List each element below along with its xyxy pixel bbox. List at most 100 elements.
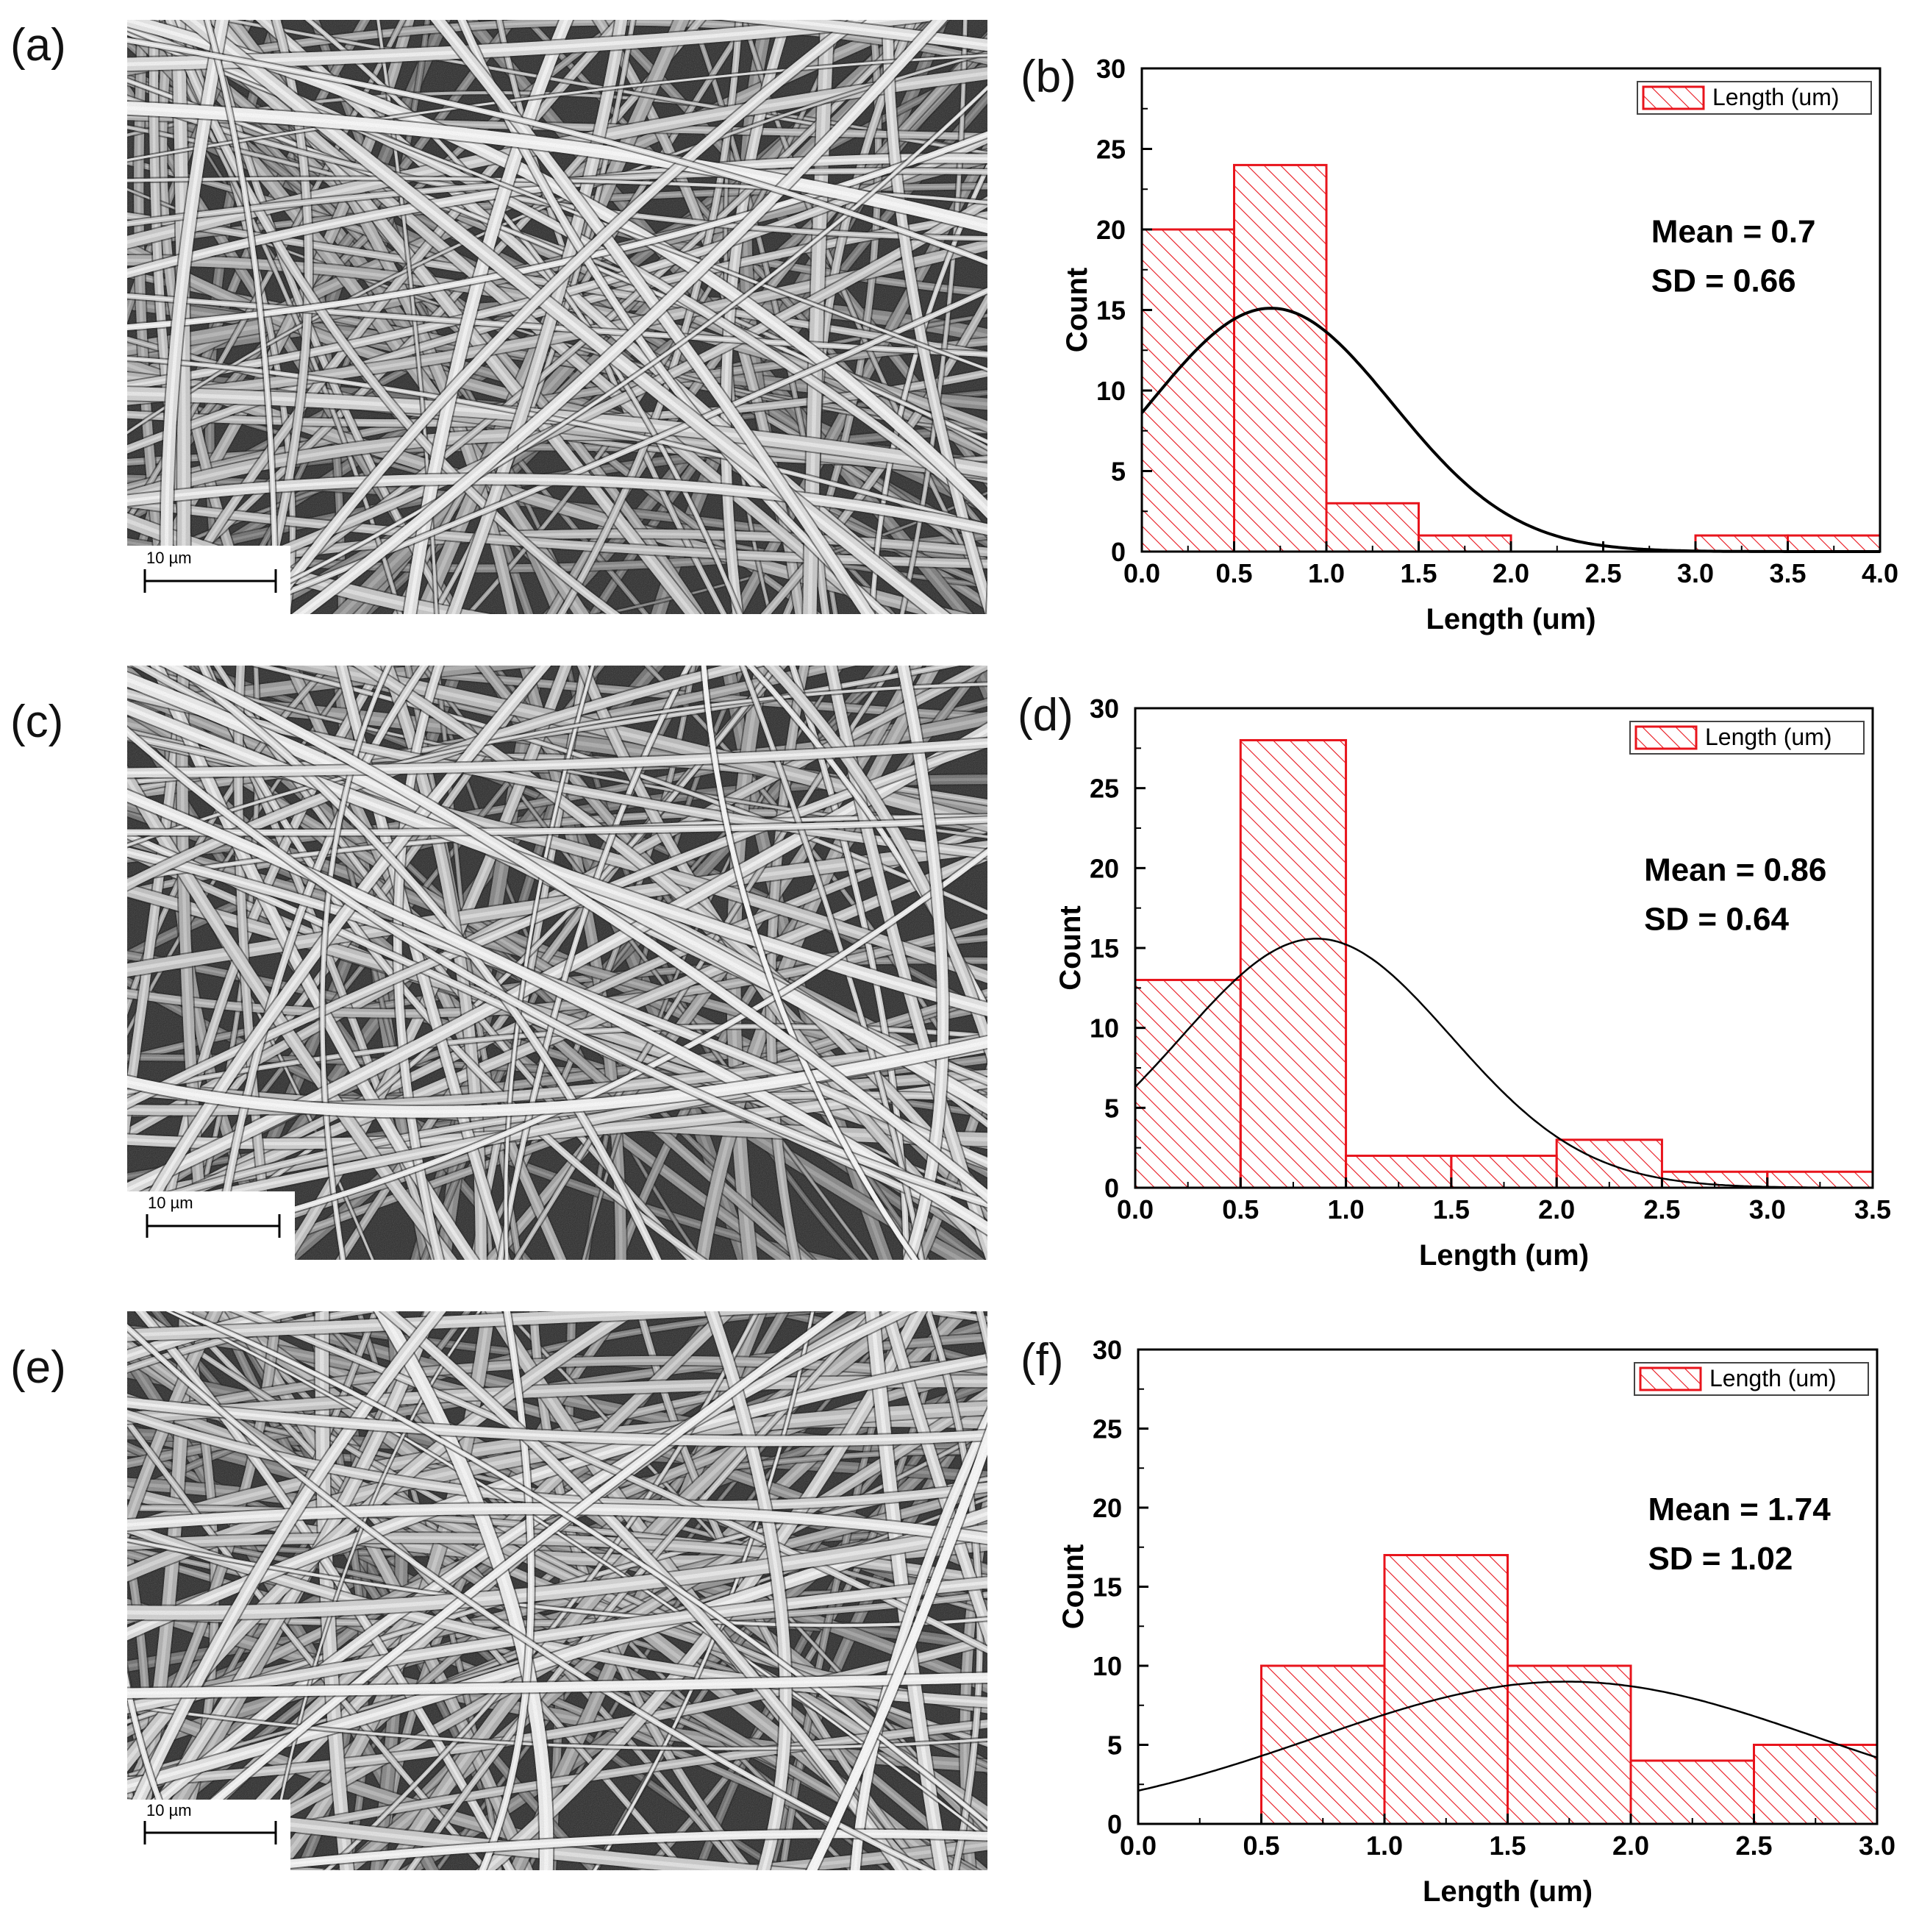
x-tick-label: 3.0	[1677, 558, 1714, 588]
normal-fit-curve	[1134, 938, 1873, 1189]
x-tick-label: 2.5	[1584, 558, 1621, 588]
y-tick-label: 15	[1093, 1572, 1122, 1603]
x-tick-label: 1.5	[1400, 558, 1437, 588]
x-tick-label: 0.0	[1123, 558, 1160, 588]
mean-label: Mean = 0.86	[1644, 852, 1826, 888]
scale-bar-a: 10 µm	[127, 546, 290, 614]
sd-label: SD = 0.66	[1651, 263, 1796, 299]
x-axis: 0.0 0.5 1.0 1.5 2.0 2.5 3.0 3.5 4.0	[1123, 541, 1898, 588]
y-tick-label: 30	[1090, 694, 1119, 724]
y-tick-label: 15	[1090, 933, 1119, 963]
x-tick-label: 2.0	[1538, 1194, 1575, 1225]
sd-label: SD = 0.64	[1644, 902, 1789, 938]
y-axis-label: Count	[1054, 905, 1087, 991]
legend-label: Length (um)	[1709, 1365, 1837, 1391]
x-axis: 0.0 0.5 1.0 1.5 2.0 2.5 3.0 3.5	[1117, 1177, 1891, 1225]
panel-label-c: (c)	[10, 696, 63, 747]
sem-image-c	[127, 666, 987, 1260]
histogram-b: (b) 0 5 10 15 20 25 30 0.0 0.5 1.0 1.5 2.0 2.5 3.0 3.5 4…	[1021, 51, 1898, 635]
x-tick-label: 0.5	[1243, 1831, 1279, 1861]
legend-label: Length (um)	[1712, 84, 1840, 110]
y-tick-label: 0	[1104, 1173, 1119, 1203]
panel-label-e: (e)	[10, 1342, 66, 1393]
legend-swatch	[1642, 85, 1705, 110]
stats-annotation: Mean = 0.86 SD = 0.64	[1644, 852, 1826, 938]
y-tick-label: 30	[1093, 1335, 1122, 1365]
y-tick-label: 0	[1107, 1809, 1122, 1839]
histogram-bar	[1507, 1664, 1632, 1825]
y-axis-label: Count	[1057, 1544, 1090, 1630]
x-tick-label: 0.0	[1117, 1194, 1154, 1225]
legend-swatch	[1639, 1366, 1702, 1391]
x-tick-label: 4.0	[1862, 558, 1898, 588]
x-tick-label: 0.5	[1215, 558, 1252, 588]
sd-label: SD = 1.02	[1648, 1541, 1793, 1577]
y-tick-label: 5	[1104, 1093, 1119, 1123]
scale-bar-e: 10 µm	[127, 1800, 290, 1870]
y-tick-label: 10	[1090, 1013, 1119, 1044]
y-tick-label: 25	[1090, 774, 1119, 804]
stats-annotation: Mean = 1.74 SD = 1.02	[1648, 1491, 1831, 1577]
x-axis: 0.0 0.5 1.0 1.5 2.0 2.5 3.0	[1120, 1814, 1895, 1861]
x-axis-label: Length (um)	[1426, 603, 1595, 635]
y-tick-label: 15	[1096, 296, 1126, 326]
y-tick-label: 25	[1096, 135, 1126, 165]
y-axis: 0 5 10 15 20 25 30	[1090, 694, 1146, 1203]
bars	[1260, 1554, 1879, 1825]
y-axis-label: Count	[1061, 268, 1093, 353]
x-tick-label: 2.0	[1493, 558, 1529, 588]
x-tick-label: 0.5	[1222, 1194, 1259, 1225]
x-tick-label: 2.5	[1735, 1831, 1772, 1861]
x-axis-label: Length (um)	[1423, 1875, 1593, 1908]
y-tick-label: 5	[1107, 1730, 1122, 1761]
histogram-bar	[1134, 978, 1242, 1189]
y-tick-label: 0	[1111, 537, 1126, 567]
y-axis: 0 5 10 15 20 25 30	[1096, 54, 1152, 567]
histogram-d: (d) 0 5 10 15 20 25 30 0.0 0.5 1.0 1.5 2.0 2.5 3.0 3.5 L…	[1018, 690, 1891, 1272]
histogram-bar	[1140, 228, 1235, 553]
scale-bar-label-a: 10 µm	[146, 549, 192, 567]
sem-grain	[127, 20, 987, 614]
micrograph-panel-c: (c) 10 µm	[10, 666, 987, 1260]
bars	[1134, 738, 1874, 1189]
histogram-bar	[1239, 738, 1348, 1189]
x-tick-label: 3.0	[1749, 1194, 1786, 1225]
x-axis-label: Length (um)	[1419, 1239, 1589, 1272]
scale-bar-label-e: 10 µm	[146, 1801, 192, 1819]
histogram-bar	[1260, 1664, 1386, 1825]
x-tick-label: 1.0	[1308, 558, 1345, 588]
y-tick-label: 30	[1096, 54, 1126, 84]
y-tick-label: 20	[1093, 1493, 1122, 1523]
y-tick-label: 5	[1111, 457, 1126, 487]
normal-fit-curve	[1137, 1680, 1878, 1792]
legend: Length (um)	[1634, 1362, 1869, 1396]
y-tick-label: 10	[1093, 1651, 1122, 1681]
histogram-bar	[1629, 1759, 1755, 1825]
sem-grain	[127, 666, 987, 1260]
micrograph-panel-a: (a) 10 µm	[10, 20, 987, 614]
x-tick-label: 2.5	[1643, 1194, 1680, 1225]
x-tick-label: 1.0	[1366, 1831, 1403, 1861]
y-tick-label: 20	[1090, 853, 1119, 883]
scale-bar-label-c: 10 µm	[148, 1194, 193, 1212]
x-tick-label: 1.0	[1328, 1194, 1365, 1225]
histogram-bar	[1325, 502, 1420, 553]
histogram-bar	[1383, 1554, 1509, 1825]
x-tick-label: 3.0	[1859, 1831, 1895, 1861]
legend-swatch	[1634, 725, 1698, 750]
legend-label: Length (um)	[1705, 724, 1832, 750]
panel-label-a: (a)	[10, 20, 66, 71]
x-tick-label: 3.5	[1854, 1194, 1891, 1225]
histogram-f: (f) 0 5 10 15 20 25 30 0.0 0.5 1.0 1.5 2.0 2.5 3.0 Leng…	[1021, 1335, 1895, 1908]
x-tick-label: 1.5	[1489, 1831, 1526, 1861]
bars	[1140, 163, 1882, 553]
y-tick-label: 25	[1093, 1414, 1122, 1444]
x-tick-label: 3.5	[1769, 558, 1806, 588]
panel-label: (b)	[1021, 51, 1076, 102]
y-axis: 0 5 10 15 20 25 30	[1093, 1335, 1148, 1839]
sem-grain	[127, 1311, 987, 1870]
mean-label: Mean = 1.74	[1648, 1491, 1831, 1528]
mean-label: Mean = 0.7	[1651, 214, 1816, 250]
histogram-bar	[1753, 1744, 1879, 1825]
legend: Length (um)	[1629, 721, 1865, 755]
